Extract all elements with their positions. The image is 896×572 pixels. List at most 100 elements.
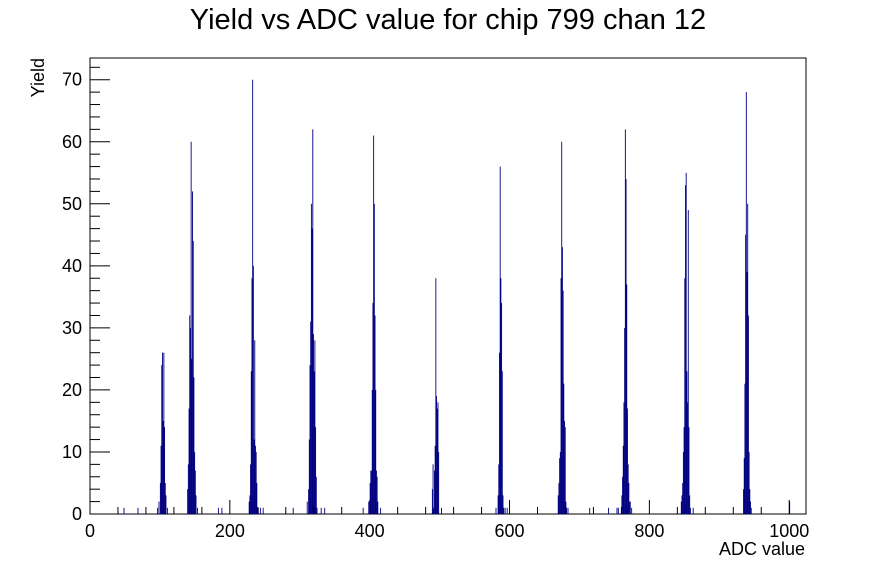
histogram-bin xyxy=(564,427,566,514)
histogram-bin xyxy=(308,439,310,514)
histogram-bin xyxy=(162,420,164,514)
histogram-bin xyxy=(682,482,684,514)
histogram-bin xyxy=(376,476,378,514)
histogram-bin xyxy=(749,489,751,514)
histogram-bin xyxy=(123,507,125,514)
histogram-bin xyxy=(501,371,503,514)
histogram-bin xyxy=(193,377,195,514)
x-tick-label: 1000 xyxy=(769,521,809,541)
histogram-bin xyxy=(161,365,163,514)
histogram-bin xyxy=(627,464,629,514)
y-tick-label: 10 xyxy=(62,442,82,462)
histogram-bin xyxy=(314,340,316,514)
x-tick-label: 0 xyxy=(85,521,95,541)
histogram-bin xyxy=(157,507,159,514)
histogram-bin xyxy=(684,278,686,514)
histogram-bin xyxy=(194,451,196,514)
y-tick-label: 50 xyxy=(62,194,82,214)
histogram-bin xyxy=(685,185,686,514)
histogram-bin xyxy=(567,507,569,514)
histogram-bin xyxy=(745,234,747,514)
histogram-bin xyxy=(255,451,257,514)
histogram-bin xyxy=(436,408,438,514)
histogram-bin xyxy=(188,408,190,514)
histogram-bin xyxy=(497,495,499,514)
histogram-bin xyxy=(324,507,326,514)
histogram-bin xyxy=(320,507,322,514)
histogram-bin xyxy=(685,172,687,514)
plot-border xyxy=(89,57,807,515)
histogram-bin xyxy=(617,507,619,514)
histogram-bin xyxy=(194,470,196,514)
histogram-bin xyxy=(313,334,314,514)
histogram-bin xyxy=(559,458,561,514)
histogram-bin xyxy=(196,507,198,514)
histogram-bin xyxy=(562,290,564,514)
y-tick-label: 70 xyxy=(62,70,82,90)
histogram-bin xyxy=(250,464,252,514)
histogram-bin xyxy=(627,408,628,514)
histogram-bin xyxy=(159,482,161,514)
histogram-bin xyxy=(750,507,752,514)
histogram-bin xyxy=(137,507,139,514)
histogram-bin xyxy=(189,327,191,514)
histogram-bin xyxy=(252,265,254,514)
histogram-bin xyxy=(745,92,747,515)
histogram-bin xyxy=(566,507,568,514)
histogram-bin xyxy=(163,352,165,514)
histogram-bin xyxy=(501,303,503,514)
histogram-bin xyxy=(687,210,689,514)
histogram-bin xyxy=(373,135,375,515)
histogram-bin xyxy=(187,489,189,514)
x-tick-label: 800 xyxy=(634,521,664,541)
histogram-bin xyxy=(259,507,261,514)
histogram-bin xyxy=(441,507,442,514)
histogram-bin xyxy=(631,507,633,514)
histogram-bin xyxy=(192,191,193,514)
histogram-bin xyxy=(436,396,438,514)
histogram-bin xyxy=(622,445,624,514)
histogram-bin xyxy=(589,507,591,514)
histogram-bin xyxy=(558,482,560,514)
histogram-bin xyxy=(221,507,223,514)
x-tick-label: 200 xyxy=(215,521,245,541)
histogram-bin xyxy=(292,507,294,514)
histogram-bin xyxy=(255,445,256,514)
histogram-bin xyxy=(432,464,434,514)
histogram-bin xyxy=(500,278,502,514)
histogram-bin xyxy=(191,358,193,514)
histogram-bin xyxy=(681,495,683,514)
histogram-bin xyxy=(744,383,746,514)
histogram-bin xyxy=(748,451,750,514)
histogram-bin xyxy=(557,495,559,514)
histogram-bin xyxy=(434,470,435,514)
histogram-bin xyxy=(311,228,313,515)
histogram-bin xyxy=(629,501,630,514)
histogram-bin xyxy=(433,507,435,514)
histogram-bin xyxy=(250,371,252,514)
histogram-bin xyxy=(561,141,563,514)
histogram-bin xyxy=(746,272,748,514)
histogram-bin xyxy=(189,315,191,514)
histogram-bin xyxy=(362,507,364,514)
histogram-bin xyxy=(249,495,251,514)
histogram-bin xyxy=(166,507,168,514)
histogram-bin xyxy=(561,247,563,514)
histogram-bin xyxy=(309,365,311,514)
histogram-bin xyxy=(689,507,691,514)
histogram-bin xyxy=(623,402,625,514)
histogram-bin xyxy=(622,476,624,514)
histogram-bin xyxy=(502,495,504,514)
histogram-bin xyxy=(692,507,694,514)
histogram-bin xyxy=(187,464,189,514)
histogram-bin xyxy=(308,489,310,514)
histogram-bin xyxy=(312,129,314,514)
histogram-bin xyxy=(504,507,506,514)
histogram-bin xyxy=(434,445,436,514)
x-tick-label: 600 xyxy=(495,521,525,541)
histogram-bin xyxy=(164,482,166,514)
histogram-bin xyxy=(313,371,315,514)
histogram-bin xyxy=(564,420,565,514)
histogram-bin xyxy=(253,439,255,514)
